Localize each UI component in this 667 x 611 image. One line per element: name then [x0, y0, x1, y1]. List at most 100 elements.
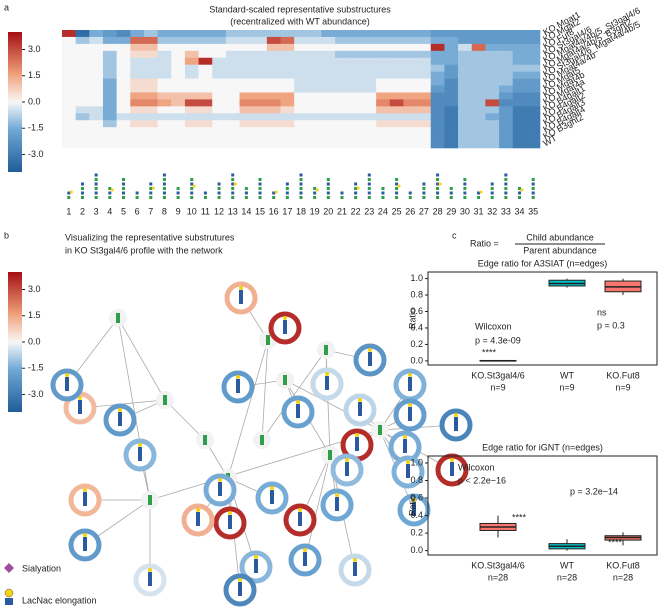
- heatmap-cell: [485, 141, 500, 149]
- heatmap-cell: [526, 50, 541, 59]
- glycan-icon: [504, 187, 508, 190]
- heatmap-cell: [403, 71, 418, 79]
- annotation: p < 2.2e−16: [458, 475, 506, 485]
- heatmap-cell: [198, 127, 213, 135]
- heatmap-cell: [253, 92, 268, 100]
- heatmap-cell: [307, 64, 322, 72]
- glycan-icon: [236, 375, 240, 379]
- heatmap-cell: [62, 50, 76, 59]
- heatmap-cell: [458, 127, 473, 135]
- glycan-icon: [490, 191, 494, 195]
- heatmap-cell: [116, 141, 131, 149]
- heatmap-cell: [89, 134, 104, 142]
- glycan-icon: [285, 191, 289, 195]
- heatmap-cell: [444, 71, 459, 79]
- heatmap-cell: [280, 64, 295, 72]
- glycan-icon: [238, 582, 242, 596]
- annotation: ****: [608, 537, 623, 547]
- heatmap-cell: [335, 120, 350, 128]
- heatmap-cell: [225, 78, 240, 86]
- heatmap-cell: [471, 127, 486, 135]
- heatmap-cell: [471, 36, 486, 45]
- heatmap-cell: [430, 30, 445, 38]
- heatmap-cell: [116, 36, 131, 45]
- glycan-icon: [299, 173, 303, 177]
- heatmap-cell: [430, 57, 445, 66]
- glycan-icon: [531, 196, 535, 199]
- glycan-icon: [450, 462, 454, 476]
- glycan-icon: [228, 511, 232, 515]
- glycan-icon: [436, 196, 440, 199]
- column-label: 27: [419, 206, 429, 216]
- heatmap-cell: [184, 57, 199, 66]
- heatmap-cell: [362, 134, 377, 142]
- heatmap-cell: [485, 50, 500, 59]
- legend-label: LacNac elongation: [22, 595, 97, 605]
- heatmap-cell: [307, 120, 322, 128]
- glycan-icon: [190, 182, 194, 186]
- heatmap-cell: [389, 71, 404, 79]
- n-label: n=9: [615, 382, 630, 392]
- heatmap-cell: [321, 50, 336, 59]
- glycan-icon: [203, 191, 207, 195]
- colorbar-tick-label: -3.0: [28, 389, 44, 399]
- glycan-icon: [162, 187, 166, 190]
- heatmap-cell: [239, 141, 254, 149]
- heatmap-cell: [62, 85, 76, 93]
- heatmap-cell: [389, 64, 404, 72]
- heatmap-cell: [198, 36, 213, 45]
- glycan-icon: [325, 372, 329, 376]
- heatmap-cell: [75, 113, 90, 121]
- glycan-icon: [408, 191, 412, 195]
- heatmap-cell: [239, 57, 254, 66]
- heatmap-cell: [184, 71, 199, 79]
- heatmap-cell: [335, 141, 350, 149]
- heatmap-cell: [198, 43, 213, 52]
- heatmap-cell: [75, 64, 90, 72]
- colorbar-tick-label: -1.5: [28, 123, 44, 133]
- heatmap-cell: [266, 57, 281, 66]
- heatmap-cell: [294, 64, 309, 72]
- heatmap-cell: [62, 106, 76, 114]
- glycan-icon: [244, 191, 248, 195]
- y-tick-label: 0.2: [410, 527, 423, 537]
- panel-label: a: [4, 2, 9, 12]
- heatmap-cell: [471, 50, 486, 59]
- glycan-icon: [218, 482, 222, 496]
- heatmap-cell: [294, 85, 309, 93]
- heatmap-cell: [62, 71, 76, 79]
- heatmap-cell: [512, 85, 527, 93]
- heatmap-cell: [376, 43, 391, 52]
- heatmap-cell: [266, 78, 281, 86]
- heatmap-cell: [130, 36, 145, 45]
- heatmap-cell: [526, 141, 541, 149]
- box-title: Edge ratio for A3SIAT (n=edges): [478, 258, 608, 268]
- glycan-icon: [354, 196, 358, 199]
- heatmap-cell: [348, 71, 363, 79]
- heatmap-cell: [171, 127, 186, 135]
- heatmap-cell: [280, 36, 295, 45]
- heatmap-cell: [212, 30, 227, 38]
- heatmap-cell: [116, 30, 131, 38]
- glycan-icon: [110, 188, 114, 192]
- heatmap-cell: [348, 127, 363, 135]
- glycan-icon: [367, 187, 371, 190]
- heatmap-cell: [89, 85, 104, 93]
- heatmap-cell: [512, 50, 527, 59]
- heatmap-cell: [198, 134, 213, 142]
- heatmap-cell: [171, 134, 186, 142]
- heatmap-cell: [239, 127, 254, 135]
- heatmap-cell: [280, 57, 295, 66]
- glycan-icon: [326, 182, 330, 186]
- heatmap-cell: [499, 64, 513, 72]
- heatmap-cell: [430, 127, 445, 135]
- heatmap-cell: [499, 78, 513, 86]
- legend-label: Sialyation: [22, 563, 61, 573]
- glycan-icon: [162, 182, 166, 186]
- heatmap-cell: [130, 113, 145, 121]
- n-label: n=28: [557, 572, 577, 582]
- heatmap-cell: [430, 92, 445, 100]
- heatmap-cell: [335, 71, 350, 79]
- heatmap-cell: [89, 99, 104, 107]
